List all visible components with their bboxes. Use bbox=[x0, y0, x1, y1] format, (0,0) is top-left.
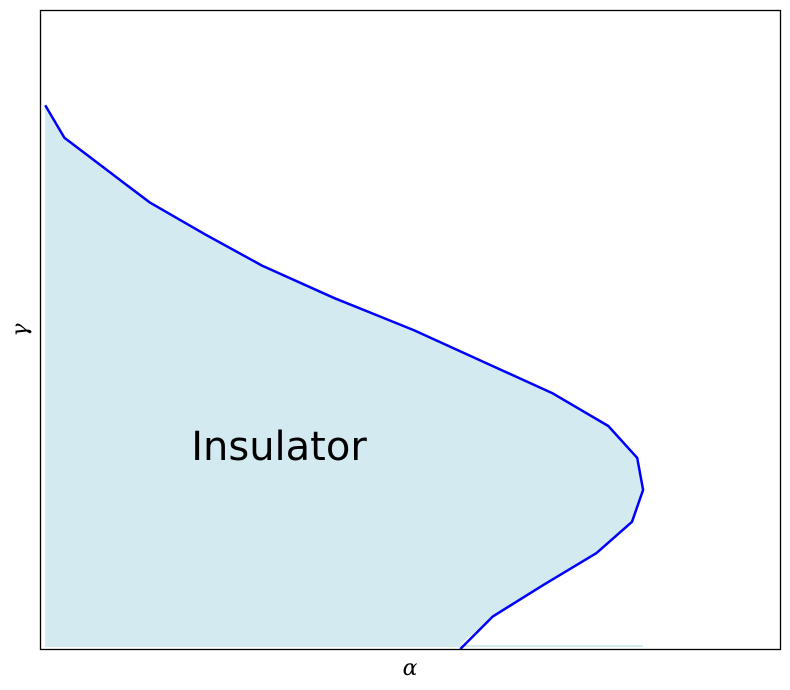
axes-frame bbox=[39, 9, 782, 651]
phase-boundary-line bbox=[44, 104, 645, 650]
x-axis-label: α bbox=[403, 656, 418, 681]
insulator-label: Insulator bbox=[191, 424, 367, 470]
plot-area bbox=[44, 104, 645, 650]
y-axis-label: γ bbox=[8, 323, 33, 337]
insulator-region-fill bbox=[45, 105, 644, 646]
